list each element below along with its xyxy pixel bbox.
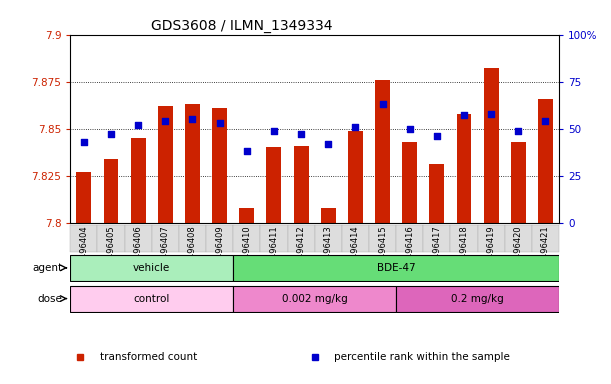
- Text: control: control: [134, 293, 170, 304]
- Point: [242, 148, 252, 154]
- Bar: [478, 225, 505, 252]
- Bar: [233, 286, 396, 311]
- Text: GSM496416: GSM496416: [405, 225, 414, 276]
- Bar: [233, 255, 559, 281]
- Point: [79, 139, 89, 145]
- Bar: [369, 225, 396, 252]
- Point: [432, 133, 442, 139]
- Bar: [152, 225, 179, 252]
- Text: GSM496417: GSM496417: [433, 225, 441, 276]
- Bar: [511, 142, 526, 223]
- Text: vehicle: vehicle: [133, 263, 170, 273]
- Text: percentile rank within the sample: percentile rank within the sample: [334, 352, 510, 362]
- Text: transformed count: transformed count: [100, 352, 197, 362]
- Bar: [158, 106, 173, 223]
- Point: [296, 131, 306, 137]
- Text: GSM496407: GSM496407: [161, 225, 170, 276]
- Text: GSM496418: GSM496418: [459, 225, 469, 276]
- Bar: [240, 208, 254, 223]
- Point: [161, 118, 170, 124]
- Bar: [315, 225, 342, 252]
- Bar: [456, 114, 472, 223]
- Point: [106, 131, 116, 137]
- Point: [541, 118, 551, 124]
- Text: GSM496404: GSM496404: [79, 225, 89, 276]
- Bar: [430, 164, 444, 223]
- Bar: [185, 104, 200, 223]
- Bar: [70, 255, 233, 281]
- Bar: [484, 68, 499, 223]
- Bar: [266, 147, 282, 223]
- Point: [269, 127, 279, 134]
- Text: GSM496406: GSM496406: [134, 225, 142, 276]
- Text: GSM496419: GSM496419: [487, 225, 496, 276]
- Point: [133, 122, 143, 128]
- Text: GSM496405: GSM496405: [106, 225, 115, 276]
- Bar: [103, 159, 119, 223]
- Bar: [212, 108, 227, 223]
- Bar: [538, 99, 553, 223]
- Bar: [260, 225, 288, 252]
- Bar: [375, 80, 390, 223]
- Text: GDS3608 / ILMN_1349334: GDS3608 / ILMN_1349334: [150, 19, 332, 33]
- Text: GSM496409: GSM496409: [215, 225, 224, 276]
- Bar: [532, 225, 559, 252]
- Text: GSM496410: GSM496410: [243, 225, 251, 276]
- Text: GSM496421: GSM496421: [541, 225, 550, 276]
- Text: 0.2 mg/kg: 0.2 mg/kg: [451, 293, 504, 304]
- Text: GSM496408: GSM496408: [188, 225, 197, 276]
- Bar: [97, 225, 125, 252]
- Bar: [131, 138, 145, 223]
- Text: GSM496415: GSM496415: [378, 225, 387, 276]
- Point: [323, 141, 333, 147]
- Bar: [396, 286, 559, 311]
- Bar: [70, 225, 97, 252]
- Point: [351, 124, 360, 130]
- Point: [486, 111, 496, 117]
- Text: 0.002 mg/kg: 0.002 mg/kg: [282, 293, 348, 304]
- Bar: [233, 225, 260, 252]
- Point: [513, 127, 523, 134]
- Text: dose: dose: [37, 293, 62, 304]
- Text: agent: agent: [32, 263, 62, 273]
- Point: [214, 120, 224, 126]
- Point: [405, 126, 415, 132]
- Text: BDE-47: BDE-47: [377, 263, 415, 273]
- Bar: [288, 225, 315, 252]
- Bar: [342, 225, 369, 252]
- Text: GSM496412: GSM496412: [296, 225, 306, 276]
- Bar: [348, 131, 363, 223]
- Text: GSM496413: GSM496413: [324, 225, 333, 276]
- Point: [378, 101, 387, 107]
- Bar: [294, 146, 309, 223]
- Bar: [450, 225, 478, 252]
- Text: GSM496420: GSM496420: [514, 225, 523, 276]
- Bar: [125, 225, 152, 252]
- Bar: [76, 172, 91, 223]
- Bar: [206, 225, 233, 252]
- Bar: [505, 225, 532, 252]
- Bar: [396, 225, 423, 252]
- Text: GSM496411: GSM496411: [269, 225, 279, 276]
- Bar: [179, 225, 206, 252]
- Bar: [423, 225, 450, 252]
- Bar: [70, 286, 233, 311]
- Point: [459, 113, 469, 119]
- Bar: [321, 208, 335, 223]
- Point: [188, 116, 197, 122]
- Bar: [402, 142, 417, 223]
- Text: GSM496414: GSM496414: [351, 225, 360, 276]
